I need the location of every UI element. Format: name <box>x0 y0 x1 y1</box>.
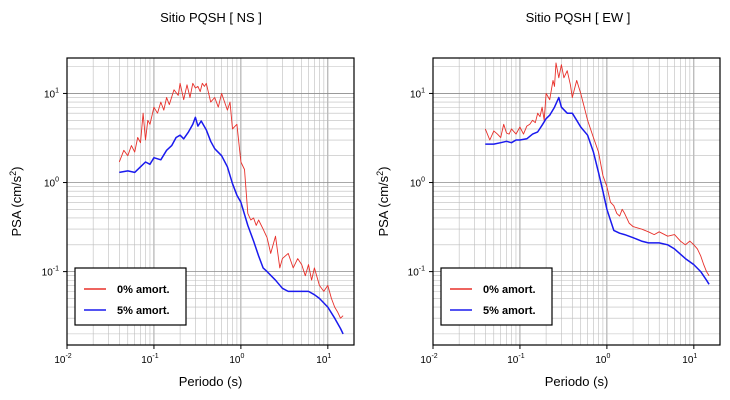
x-tick-exp: 1 <box>327 353 331 360</box>
y-axis-label: PSA (cm/s2) <box>375 166 391 236</box>
x-tick-base: 10 <box>141 355 153 366</box>
x-tick-label: 101 <box>316 353 331 366</box>
y-tick-label: 10-1 <box>408 266 425 279</box>
y-label-sup: 2 <box>375 171 385 176</box>
x-tick-label: 100 <box>229 353 244 366</box>
legend-label-1: 5% amort. <box>483 305 536 317</box>
x-tick-exp: -2 <box>431 353 437 360</box>
x-axis-label: Periodo (s) <box>545 374 609 389</box>
legend-label-0: 0% amort. <box>483 284 536 296</box>
chart-ns: Sitio PQSH [ NS ] 10-2 10-1 100 10110-11001… <box>8 10 355 389</box>
x-tick-exp: 0 <box>606 353 610 360</box>
legend-box <box>74 267 187 326</box>
y-tick-exp: 1 <box>55 87 59 94</box>
y-label-main: PSA (cm/s <box>9 175 24 236</box>
y-tick-base: 10 <box>410 179 422 190</box>
x-tick-label: 100 <box>595 353 610 366</box>
legend: 0% amort. 5% amort. <box>74 267 187 326</box>
y-label-tail: ) <box>9 166 24 170</box>
series-line-1 <box>119 116 344 335</box>
y-tick-exp: 0 <box>421 177 425 184</box>
x-axis-label: Periodo (s) <box>179 374 243 389</box>
x-tick-base: 10 <box>54 355 66 366</box>
y-tick-exp: -1 <box>419 266 425 273</box>
chart-title: Sitio PQSH [ EW ] <box>526 10 631 25</box>
y-tick-label: 100 <box>44 177 59 190</box>
x-tick-base: 10 <box>507 355 519 366</box>
y-tick-label: 101 <box>410 87 425 100</box>
y-tick-base: 10 <box>408 268 420 279</box>
x-tick-exp: -2 <box>65 353 71 360</box>
series-layer <box>118 82 344 335</box>
y-tick-base: 10 <box>44 89 56 100</box>
y-tick-label: 100 <box>410 177 425 190</box>
x-tick-label: 10-2 <box>420 353 437 366</box>
legend-label-1: 5% amort. <box>117 305 170 317</box>
y-tick-label: 10-1 <box>42 266 59 279</box>
series-line-0 <box>484 62 710 276</box>
x-tick-base: 10 <box>316 355 328 366</box>
series-line-0 <box>118 82 344 319</box>
x-tick-exp: -1 <box>518 353 524 360</box>
x-tick-label: 10-1 <box>141 353 158 366</box>
x-tick-exp: 1 <box>693 353 697 360</box>
grid <box>67 58 354 345</box>
x-tick-label: 101 <box>682 353 697 366</box>
chart-title: Sitio PQSH [ NS ] <box>160 10 262 25</box>
x-tick-base: 10 <box>595 355 607 366</box>
x-tick-exp: 0 <box>240 353 244 360</box>
y-label-tail: ) <box>376 166 391 170</box>
plot-frame <box>66 57 355 346</box>
x-tick-exp: -1 <box>152 353 158 360</box>
y-axis-label: PSA (cm/s2) <box>8 166 24 236</box>
y-tick-base: 10 <box>42 268 54 279</box>
y-tick-base: 10 <box>44 179 56 190</box>
x-tick-label: 10-2 <box>54 353 71 366</box>
legend-box <box>440 267 553 326</box>
legend: 0% amort. 5% amort. <box>440 267 553 326</box>
y-tick-base: 10 <box>410 89 422 100</box>
series-line-1 <box>485 96 710 285</box>
y-label-main: PSA (cm/s <box>376 175 391 236</box>
series-layer <box>484 62 710 285</box>
x-tick-label: 10-1 <box>507 353 524 366</box>
y-tick-label: 101 <box>44 87 59 100</box>
y-tick-exp: 1 <box>421 87 425 94</box>
x-tick-base: 10 <box>682 355 694 366</box>
y-tick-exp: -1 <box>53 266 59 273</box>
y-label-sup: 2 <box>8 171 18 176</box>
plot-frame <box>432 57 721 346</box>
x-tick-base: 10 <box>420 355 432 366</box>
legend-label-0: 0% amort. <box>117 284 170 296</box>
x-tick-base: 10 <box>229 355 241 366</box>
chart-ew: Sitio PQSH [ EW ] 10-2 10-1 100 10110-11001… <box>375 10 721 389</box>
y-tick-exp: 0 <box>55 177 59 184</box>
